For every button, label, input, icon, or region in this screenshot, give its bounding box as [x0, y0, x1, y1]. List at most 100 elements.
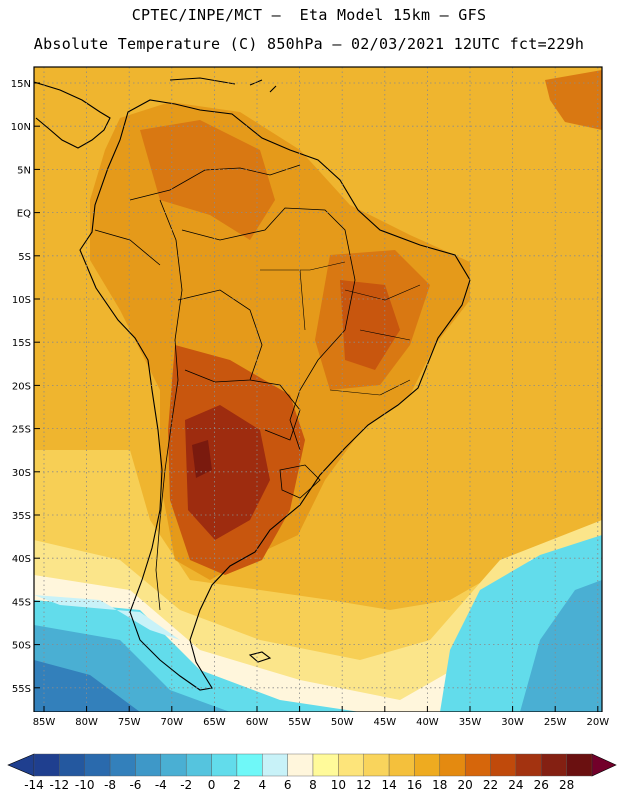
- lon-label: 35W: [459, 717, 482, 728]
- colorbar-under-arrow: [7, 753, 35, 777]
- colorbar-swatch: [84, 753, 111, 777]
- lat-label: 45S: [12, 597, 31, 608]
- lat-label: 35S: [12, 511, 31, 522]
- colorbar-label: 28: [559, 778, 574, 792]
- falkland-islands: [248, 651, 272, 663]
- border-ecuador-peru: [94, 229, 161, 266]
- colorbar-label: -4: [155, 778, 167, 792]
- lon-label: 75W: [118, 717, 141, 728]
- coastlines: [34, 77, 471, 691]
- border-brazil-states: [260, 261, 421, 396]
- colorbar-label: 26: [534, 778, 549, 792]
- colorbar-swatch: [262, 753, 288, 777]
- lat-label: 55S: [12, 684, 31, 695]
- colorbar-label: -12: [50, 778, 70, 792]
- colorbar-swatch: [541, 753, 567, 777]
- lon-label: 50W: [331, 717, 354, 728]
- chart-title-line2: Absolute Temperature (C) 850hPa – 02/03/…: [33, 35, 585, 53]
- colorbar-swatch: [414, 753, 441, 777]
- colorbar-label: -10: [75, 778, 95, 792]
- longitude-axis: 85W 80W 75W 70W 65W 60W 55W 50W 45W 40W 35W 30W 25W 2…: [33, 717, 610, 728]
- lat-label: 20S: [12, 381, 31, 392]
- colorbar-swatch: [211, 753, 238, 777]
- lat-label: 30S: [12, 468, 31, 479]
- lat-label: 15S: [12, 338, 31, 349]
- lon-label: 85W: [33, 717, 56, 728]
- colorbar-swatch: [338, 753, 364, 777]
- lat-label: 5N: [17, 165, 31, 176]
- lon-label: 25W: [544, 717, 567, 728]
- colorbar-swatch: [109, 753, 136, 777]
- lat-lon-grid: [34, 67, 602, 712]
- colorbar-label: 6: [284, 778, 292, 792]
- colorbar-swatch: [33, 753, 60, 777]
- lon-label: 55W: [288, 717, 311, 728]
- colorbar-label: 22: [483, 778, 498, 792]
- colorbar-swatch: [388, 753, 415, 777]
- colorbar-swatch: [135, 753, 162, 777]
- colorbar-swatch: [160, 753, 187, 777]
- lon-label: 70W: [160, 717, 183, 728]
- colorbar-label: -2: [180, 778, 192, 792]
- latitude-labels: 15N 10N 5N EQ 5S 10S 15S 20S 25S 30S 35S 40S 45S 50S 5…: [11, 79, 31, 695]
- colorbar-label: 4: [258, 778, 266, 792]
- lat-label: 10N: [11, 122, 31, 133]
- border-uruguay: [279, 464, 321, 499]
- colorbar-label: -6: [129, 778, 141, 792]
- lat-label: 10S: [12, 295, 31, 306]
- colorbar-label: 16: [407, 778, 422, 792]
- temperature-field: [34, 67, 602, 712]
- colorbar-swatch: [236, 753, 263, 777]
- country-borders: [94, 164, 421, 611]
- lon-label: 65W: [203, 717, 226, 728]
- lon-label: 30W: [501, 717, 524, 728]
- field-colder-east: [520, 580, 602, 712]
- colorbar-swatch: [185, 753, 212, 777]
- colorbar-label: 2: [233, 778, 241, 792]
- colorbar-label: -8: [104, 778, 116, 792]
- lon-label: 40W: [416, 717, 439, 728]
- colorbar-label: 18: [432, 778, 447, 792]
- colorbar-label: 12: [356, 778, 371, 792]
- lat-label: 5S: [18, 252, 31, 263]
- colorbar-label: -14: [24, 778, 44, 792]
- border-andes: [155, 199, 183, 611]
- field-cold-pale: [34, 595, 180, 640]
- lat-label: 40S: [12, 554, 31, 565]
- lon-label: 80W: [75, 717, 98, 728]
- colorbar-label: 20: [458, 778, 473, 792]
- field-land-hotspot: [192, 440, 212, 478]
- lat-label: 25S: [12, 425, 31, 436]
- lon-label: 20W: [586, 717, 609, 728]
- chart-title-line1: CPTEC/INPE/MCT – Eta Model 15km – GFS: [131, 6, 487, 24]
- border-bolivia: [177, 289, 263, 383]
- lon-label: 60W: [246, 717, 269, 728]
- colorbar-swatch: [515, 753, 542, 777]
- border-brazil: [181, 207, 356, 451]
- colorbar-label: 14: [381, 778, 396, 792]
- colorbar-label: 10: [331, 778, 346, 792]
- colorbar-label: 0: [208, 778, 216, 792]
- field-land-hottest: [185, 405, 270, 540]
- colorbar-swatch: [490, 753, 517, 777]
- colorbar-label: 24: [508, 778, 523, 792]
- colorbar-swatch: [464, 753, 491, 777]
- colorbar-swatch: [363, 753, 390, 777]
- field-ne-hot: [545, 70, 602, 130]
- color-bar: -14 -12 -10 -8 -6 -4 -2 0 2 4 6 8 10 12 14 16 18 20 22 24 26…: [7, 753, 617, 792]
- colorbar-swatch: [287, 753, 314, 777]
- colorbar-label: 8: [309, 778, 317, 792]
- lon-label: 45W: [373, 717, 396, 728]
- lat-label: 50S: [12, 641, 31, 652]
- colorbar-swatch: [566, 753, 593, 777]
- central-america-coast: [34, 81, 111, 149]
- colorbar-swatch: [439, 753, 466, 777]
- south-america-coast: [79, 99, 471, 691]
- field-land-hot: [140, 120, 275, 240]
- map-frame: [33, 66, 603, 712]
- colorbar-swatch: [59, 753, 85, 777]
- lat-label: 15N: [11, 79, 31, 90]
- border-north: [129, 164, 301, 201]
- field-coldest: [34, 660, 140, 712]
- colorbar-swatch: [312, 753, 339, 777]
